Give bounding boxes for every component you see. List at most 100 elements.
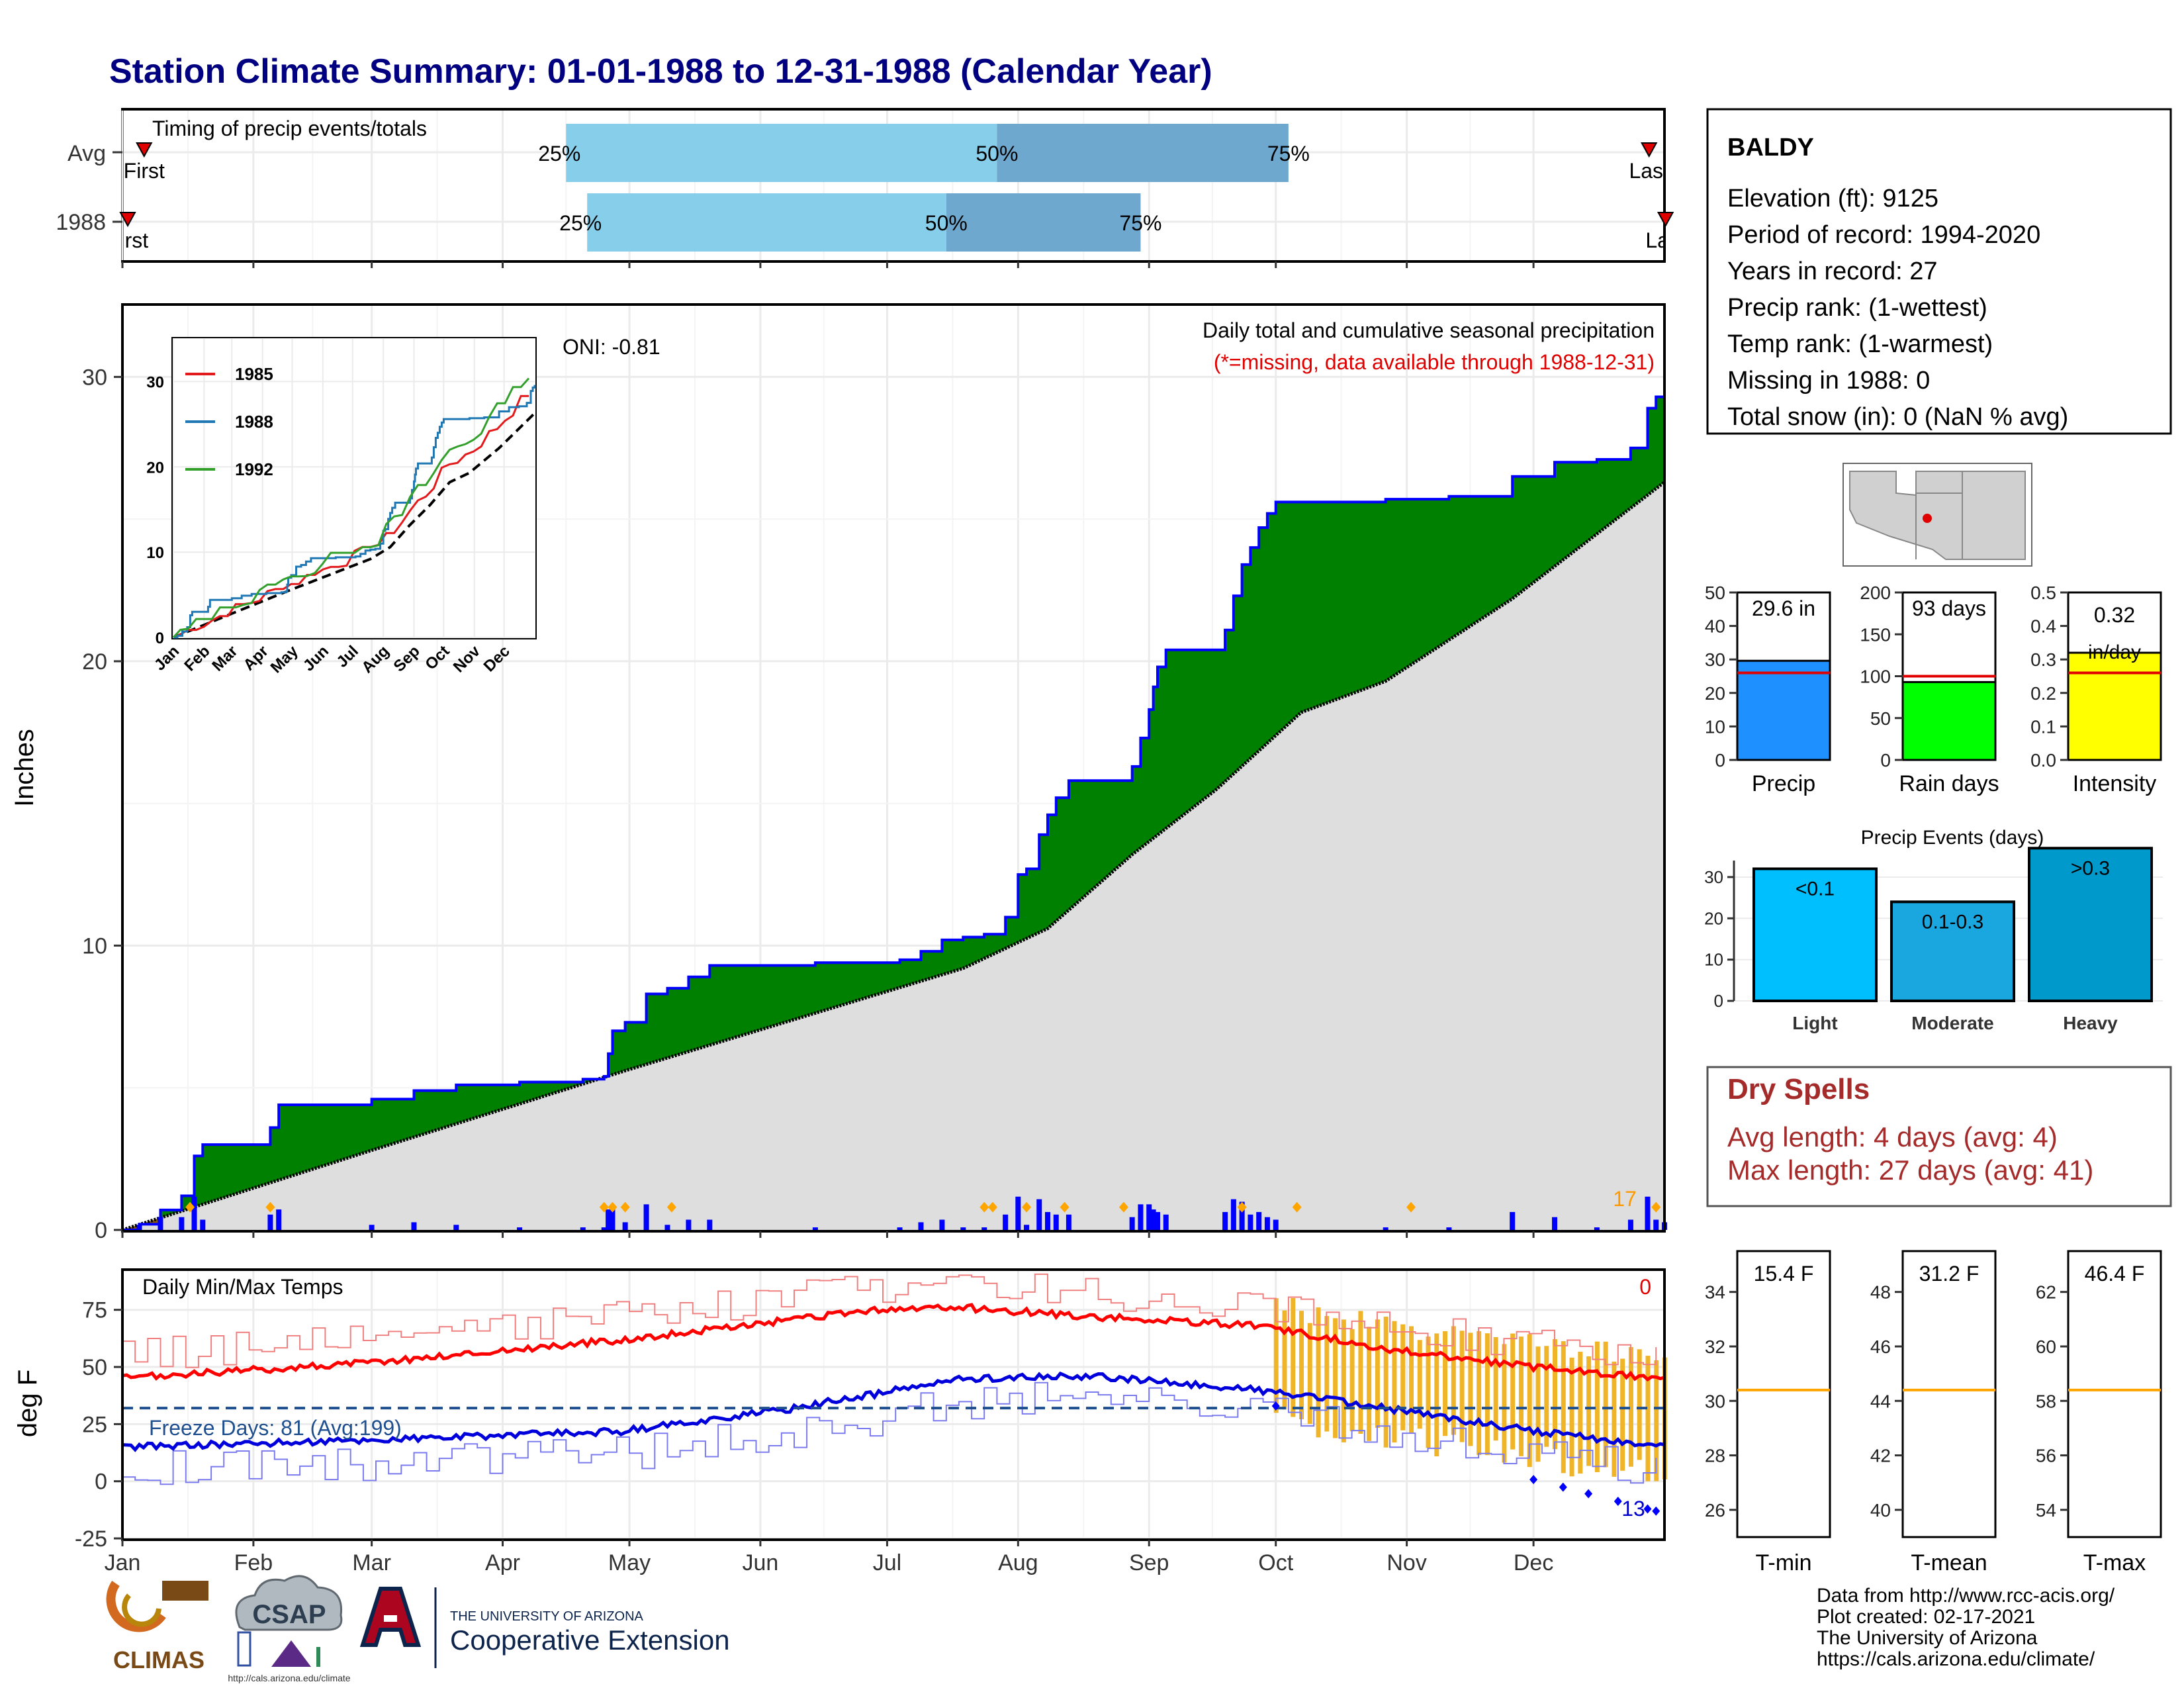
- daily-max-marker: [1060, 1201, 1069, 1213]
- daily-precip-bar: [1273, 1219, 1279, 1230]
- station-line-precip-rank: Precip rank: (1-wettest): [1727, 294, 1987, 322]
- avg-max-temp-line: [122, 1303, 1665, 1382]
- timing-row-year-label: 1988: [56, 210, 106, 235]
- temp-departure-bar: [1477, 1331, 1482, 1455]
- daily-precip-bar: [1653, 1219, 1659, 1230]
- temp-summary-tick: 46: [1870, 1336, 1891, 1357]
- daily-max-marker: [1237, 1201, 1247, 1213]
- temp-departure-bar: [1612, 1361, 1617, 1477]
- precip-events-label: Light: [1792, 1013, 1837, 1033]
- temp-month-label: Oct: [1258, 1550, 1293, 1575]
- temp-summary-tick: 42: [1870, 1446, 1891, 1466]
- temp-summary-value: 46.4 F: [2085, 1262, 2145, 1286]
- daily-precip-bar: [1154, 1211, 1160, 1230]
- cumulative-1988-line: [122, 388, 1666, 1231]
- daily-precip-bar: [411, 1222, 417, 1230]
- temp-summary-tick: 44: [1870, 1391, 1891, 1411]
- inset-y-tick: 30: [146, 373, 164, 391]
- temp-summary-tick: 56: [2036, 1446, 2056, 1466]
- temp-month-label: Jun: [743, 1550, 779, 1575]
- daily-precip-bar: [1045, 1211, 1050, 1230]
- temp-summary-tick: 26: [1705, 1500, 1725, 1521]
- precip-panel: 0 10 20 30 Inches Daily total and cumulativ…: [10, 303, 1667, 1243]
- daily-precip-bar: [686, 1219, 692, 1230]
- summary-bar-tick: 0.4: [2030, 616, 2056, 637]
- timing-avg-last-text: Last: [1629, 159, 1669, 183]
- daily-precip-bar: [267, 1214, 273, 1230]
- daily-precip-bar: [179, 1217, 185, 1230]
- main-chart-header: Daily total and cumulative seasonal prec…: [1203, 318, 1655, 342]
- temp-departure-bar: [1637, 1349, 1642, 1460]
- temp-month-label: Feb: [234, 1550, 273, 1575]
- daily-precip-bar: [1222, 1211, 1228, 1230]
- timing-avg-q75-label: 75%: [1267, 142, 1310, 165]
- precip-count-label: 17: [1613, 1187, 1637, 1211]
- daily-precip-bar: [1594, 1227, 1600, 1230]
- daily-precip-bar: [136, 1225, 142, 1230]
- daily-precip-bar: [622, 1222, 628, 1230]
- precip-events-bar: [1890, 900, 2015, 1002]
- daily-precip-bar: [1256, 1211, 1262, 1230]
- main-y-axis-label: Inches: [10, 729, 39, 807]
- temp-top-count: 0: [1639, 1275, 1651, 1299]
- inset-legend-label: 1985: [235, 364, 273, 384]
- inset-average-line: [173, 412, 536, 639]
- daily-max-marker: [1651, 1201, 1661, 1213]
- temp-departure-bar: [1510, 1333, 1516, 1450]
- timing-panel: Timing of precip events/totals Avg 1988 …: [56, 108, 1674, 268]
- credit-line-4: https://cals.arizona.edu/climate/: [1817, 1648, 2095, 1670]
- locator-map: [1843, 463, 2032, 567]
- temp-departure-bar: [1468, 1333, 1473, 1446]
- temp-y-tick-label: -25: [75, 1526, 107, 1552]
- temp-month-label: Sep: [1129, 1550, 1169, 1575]
- daily-max-marker: [620, 1201, 630, 1213]
- temp-departure-bar: [1375, 1319, 1380, 1428]
- summary-bar-label: Intensity: [2073, 771, 2157, 796]
- daily-precip-bar: [664, 1225, 670, 1230]
- daily-precip-bar: [601, 1227, 607, 1230]
- temp-summary-frame: [1736, 1250, 1831, 1538]
- summary-bar-label: Precip: [1752, 771, 1815, 796]
- summary-bar-tick: 10: [1705, 716, 1725, 737]
- temp-departure-bar: [1299, 1311, 1304, 1420]
- daily-precip-bar: [812, 1227, 818, 1230]
- summary-bar-tick: 20: [1705, 683, 1725, 704]
- csap-text: CSAP: [252, 1600, 326, 1629]
- temp-month-label: Aug: [998, 1550, 1038, 1575]
- summary-bar-tick: 0.5: [2030, 583, 2056, 603]
- temp-summary-tick: 30: [1705, 1391, 1725, 1411]
- daily-precip-bar: [939, 1219, 945, 1230]
- temp-departure-bar: [1654, 1360, 1659, 1481]
- surplus-area: [122, 397, 1664, 1230]
- timing-avg-first-text: First: [124, 159, 165, 183]
- temp-departure-bar: [1273, 1298, 1279, 1413]
- temperature-panel: -25 0 25 50 75 Jan Feb Mar Apr May Jun Jul Aug Sep Oc…: [13, 1268, 1667, 1575]
- extreme-cold-marker: [1643, 1504, 1652, 1514]
- temp-summary-tick: 32: [1705, 1336, 1725, 1357]
- daily-precip-bar: [1552, 1217, 1558, 1230]
- temp-departure-bar: [1307, 1323, 1312, 1425]
- summary-bar-value: 29.6 in: [1752, 596, 1815, 620]
- daily-precip-bar: [1446, 1227, 1452, 1230]
- daily-precip-bar: [707, 1219, 713, 1230]
- temp-departure-bar: [1426, 1336, 1431, 1448]
- temp-month-label: Apr: [485, 1550, 520, 1575]
- daily-max-marker: [185, 1201, 195, 1213]
- temp-departure-bar: [1578, 1352, 1583, 1474]
- daily-max-marker: [1406, 1201, 1416, 1213]
- daily-precip-bar: [1053, 1214, 1059, 1230]
- temp-departure-bar: [1502, 1344, 1507, 1463]
- timing-year-q50-label: 50%: [925, 211, 968, 235]
- summary-bar-tick: 40: [1705, 616, 1725, 637]
- daily-departure-bars: [1273, 1297, 1667, 1481]
- summary-bar-tick: 0: [1715, 750, 1725, 771]
- inset-legend-label: 1992: [235, 459, 273, 479]
- daily-precip-bar: [1003, 1214, 1009, 1230]
- timing-avg-first-marker: [136, 142, 153, 158]
- summary-bar-label: Rain days: [1899, 771, 1999, 796]
- station-line-missing: Missing in 1988: 0: [1727, 367, 1930, 395]
- precip-events-label: Heavy: [2063, 1013, 2118, 1033]
- temp-departure-bar: [1291, 1297, 1296, 1417]
- missing-note: (*=missing, data available through 1988-…: [1214, 350, 1655, 374]
- temp-departure-bar: [1451, 1326, 1456, 1435]
